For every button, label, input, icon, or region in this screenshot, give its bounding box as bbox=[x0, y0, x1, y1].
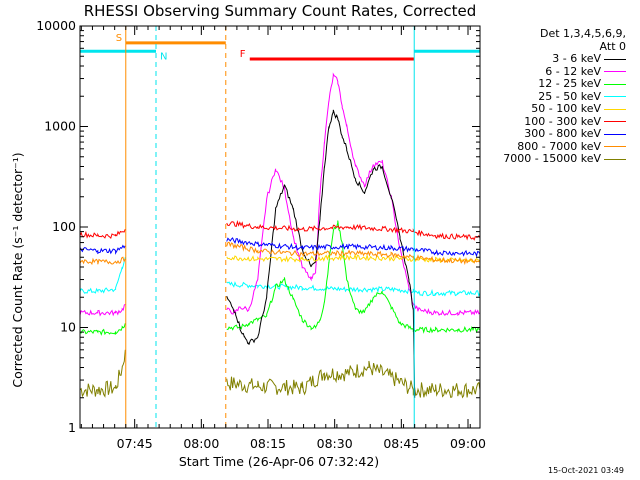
legend-entry: 3 - 6 keV bbox=[480, 52, 634, 66]
legend-swatch bbox=[604, 96, 626, 98]
legend-label: 6 - 12 keV bbox=[545, 64, 601, 78]
flag-label-s: S bbox=[116, 33, 122, 44]
legend-entry: 6 - 12 keV bbox=[480, 64, 634, 79]
series-line bbox=[79, 244, 126, 255]
chart-title: RHESSI Observing Summary Count Rates, Co… bbox=[84, 2, 477, 20]
series-line bbox=[226, 220, 481, 334]
legend-entry: 100 - 300 keV bbox=[480, 114, 634, 129]
x-tick-label: 08:45 bbox=[383, 436, 419, 451]
x-tick-label: 08:30 bbox=[317, 436, 353, 451]
legend-swatch bbox=[604, 121, 626, 123]
legend-swatch bbox=[604, 108, 626, 110]
legend-label: 7000 - 15000 keV bbox=[503, 152, 601, 165]
series-line bbox=[79, 256, 126, 266]
legend-entry: 50 - 100 keV bbox=[480, 102, 634, 116]
series-line bbox=[79, 303, 126, 317]
legend-swatch bbox=[604, 133, 626, 135]
legend-label: 300 - 800 keV bbox=[524, 127, 601, 140]
y-axis-label: Corrected Count Rate (s⁻¹ detector⁻¹) bbox=[10, 152, 25, 387]
x-tick-label: 09:00 bbox=[450, 436, 486, 451]
y-tick-label: 10000 bbox=[36, 18, 76, 33]
x-tick-label: 08:00 bbox=[183, 436, 219, 451]
series-line bbox=[226, 72, 481, 316]
legend-label: 3 - 6 keV bbox=[552, 52, 601, 65]
legend-swatch bbox=[604, 146, 626, 148]
legend-label: 800 - 7000 keV bbox=[517, 139, 601, 153]
x-tick-label: 07:45 bbox=[117, 436, 153, 451]
series-line bbox=[80, 323, 126, 336]
x-axis-label: Start Time (26-Apr-06 07:32:42) bbox=[179, 454, 379, 469]
legend-label: 12 - 25 keV bbox=[538, 77, 601, 90]
legend-swatch bbox=[604, 83, 626, 85]
legend-entry: 300 - 800 keV bbox=[480, 127, 634, 141]
series-line bbox=[226, 220, 481, 241]
series-line bbox=[226, 281, 481, 298]
series-line bbox=[79, 257, 126, 294]
legend-detectors: Det 1,3,4,5,6,9, bbox=[539, 27, 626, 40]
y-tick-label: 1000 bbox=[44, 119, 76, 134]
legend-entry: 800 - 7000 keV bbox=[480, 139, 634, 154]
legend-label: 100 - 300 keV bbox=[524, 114, 601, 128]
series-line bbox=[226, 360, 481, 399]
y-tick-label: 100 bbox=[52, 219, 76, 234]
legend: Det 1,3,4,5,6,9, Att 0 3 - 6 keV 6 - 12 k… bbox=[480, 27, 634, 166]
series-line bbox=[79, 229, 126, 240]
series-line bbox=[226, 253, 481, 264]
legend-swatch bbox=[604, 58, 626, 60]
legend-label: 50 - 100 keV bbox=[531, 102, 601, 115]
series-line bbox=[79, 349, 126, 398]
plot-frame bbox=[79, 25, 481, 429]
series-line bbox=[226, 241, 481, 266]
y-tick-label: 10 bbox=[60, 320, 76, 335]
legend-entry: 12 - 25 keV bbox=[480, 77, 634, 91]
legend-entry: 7000 - 15000 keV bbox=[480, 152, 634, 166]
legend-swatch bbox=[604, 158, 626, 160]
legend-attenuator: Att 0 bbox=[599, 39, 626, 53]
flag-label-n: N bbox=[160, 51, 167, 62]
legend-entry: 25 - 50 keV bbox=[480, 89, 634, 104]
series-line bbox=[226, 237, 481, 258]
flag-label-f: F bbox=[240, 49, 246, 60]
x-tick-label: 08:15 bbox=[250, 436, 286, 451]
y-tick-label: 1 bbox=[68, 420, 76, 435]
timestamp: 15-Oct-2021 03:49 bbox=[548, 466, 624, 475]
legend-label: 25 - 50 keV bbox=[538, 89, 601, 103]
legend-swatch bbox=[604, 71, 626, 73]
series-line bbox=[226, 109, 416, 398]
